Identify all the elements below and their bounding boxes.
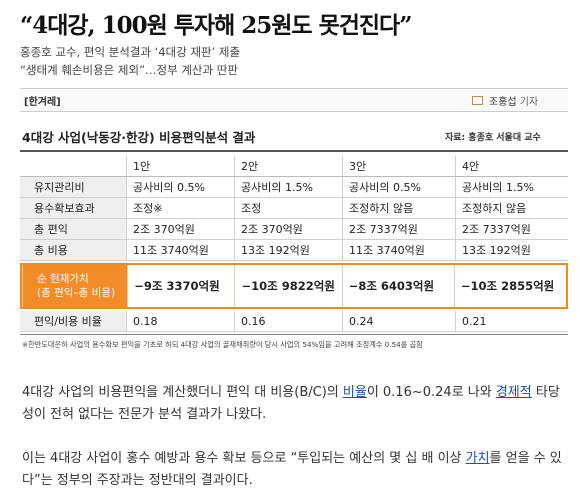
table-cell: 조정※ bbox=[126, 198, 234, 218]
row-label-line: (총 편익–총 비용) bbox=[37, 287, 116, 299]
table-cell: 공사비의 1.5% bbox=[455, 177, 568, 197]
table-bottom-rule bbox=[20, 334, 568, 335]
table-cell: 2조 7337억원 bbox=[342, 219, 455, 239]
body-paragraph-2: 이는 4대강 사업이 홍수 예방과 용수 확보 등으로 “투입되는 예산의 몇 … bbox=[22, 448, 567, 492]
table-title: 4대강 사업(낙동강·한강) 비용편익분석 결과 bbox=[22, 130, 256, 145]
keyword-link[interactable]: 비율 bbox=[342, 385, 367, 400]
body-paragraph-1: 4대강 사업의 비용편익을 계산했더니 편익 대 비용(B/C)의 비율이 0.… bbox=[22, 382, 567, 426]
table-row: 총 편익 2조 370억원 2조 370억원 2조 7337억원 2조 7337… bbox=[20, 219, 568, 240]
text-run: 타당성이 전혀 없다는 전문가 분석 결과가 나왔다. bbox=[22, 385, 560, 422]
table-cell: 0.18 bbox=[126, 311, 234, 331]
table-cell: 2조 370억원 bbox=[126, 219, 234, 239]
table-cell: −9조 3370억원 bbox=[127, 265, 234, 307]
table-cell: 0.16 bbox=[234, 311, 342, 331]
outlet-label: [한겨레] bbox=[24, 97, 61, 108]
table-cell: 2조 370억원 bbox=[234, 219, 342, 239]
row-label: 총 편익 bbox=[20, 219, 126, 239]
header-cell bbox=[20, 156, 126, 176]
table-cell: 공사비의 0.5% bbox=[126, 177, 234, 197]
table-cell: 13조 192억원 bbox=[234, 240, 342, 260]
table-cell: 공사비의 1.5% bbox=[234, 177, 342, 197]
table-cell: 조정하지 않음 bbox=[455, 198, 568, 218]
table-header-row: 1안 2안 3안 4안 bbox=[20, 156, 568, 177]
row-label: 순 현재가치 (총 편익–총 비용) bbox=[22, 265, 128, 307]
keyword-link[interactable]: 경제적 bbox=[495, 385, 532, 400]
text-run: 4대강 사업의 비용편익을 계산했더니 편익 대 비용(B/C)의 bbox=[22, 385, 343, 400]
row-label-line: 순 현재가치 bbox=[37, 273, 89, 285]
table-footnote: ※한반도대운하 사업의 용수확보 편익을 기초로 하되 4대강 사업의 골재채취… bbox=[22, 340, 423, 349]
subhead-1: 홍종호 교수, 편익 분석결과 ‘4대강 재판’ 제출 bbox=[20, 45, 241, 59]
header-cell: 4안 bbox=[455, 156, 568, 176]
row-label: 총 비용 bbox=[20, 240, 126, 260]
header-cell: 3안 bbox=[342, 156, 455, 176]
table-row: 편익/비용 비율 0.18 0.16 0.24 0.21 bbox=[20, 311, 568, 332]
subhead-2: “생태계 훼손비용은 제외”…정부 계산과 딴판 bbox=[20, 63, 238, 77]
table-cell: 0.24 bbox=[342, 311, 455, 331]
table-row: 총 비용 11조 3740억원 13조 192억원 11조 3740억원 13조… bbox=[20, 240, 568, 261]
table-cell: −8조 6403억원 bbox=[341, 265, 454, 307]
table-title-rule bbox=[20, 150, 568, 152]
row-label: 편익/비용 비율 bbox=[20, 311, 126, 331]
reporter-name-text[interactable]: 조홍섭 bbox=[489, 97, 517, 108]
table-cell: −10조 9822억원 bbox=[234, 265, 341, 307]
text-run: 를 얻을 수 있다”는 정부의 주장과는 정반대의 결과이다. bbox=[22, 451, 562, 488]
headline: “4대강, 100원 투자해 25원도 못건진다” bbox=[20, 12, 412, 39]
text-run: 이 0.16~0.24로 나와 bbox=[366, 385, 496, 400]
keyword-link[interactable]: 가치 bbox=[465, 451, 490, 466]
row-label: 유지관리비 bbox=[20, 177, 126, 197]
net-present-value-row: 순 현재가치 (총 편익–총 비용) −9조 3370억원 −10조 9822억… bbox=[20, 263, 568, 309]
table-cell: 11조 3740억원 bbox=[126, 240, 234, 260]
row-label: 용수확보효과 bbox=[20, 198, 126, 218]
table-cell: 조정 bbox=[234, 198, 342, 218]
table-row: 유지관리비 공사비의 0.5% 공사비의 1.5% 공사비의 0.5% 공사비의… bbox=[20, 177, 568, 198]
header-cell: 1안 bbox=[126, 156, 234, 176]
text-run: 이는 4대강 사업이 홍수 예방과 용수 확보 등으로 “투입되는 예산의 몇 … bbox=[22, 451, 466, 466]
table-cell: −10조 2855억원 bbox=[453, 265, 566, 307]
table-cell: 13조 192억원 bbox=[455, 240, 568, 260]
table-cell: 0.21 bbox=[455, 311, 568, 331]
table-cell: 공사비의 0.5% bbox=[342, 177, 455, 197]
byline-bar: [한겨레] 조홍섭 기자 bbox=[20, 88, 568, 112]
table-cell: 조정하지 않음 bbox=[342, 198, 455, 218]
cost-benefit-table: 1안 2안 3안 4안 유지관리비 공사비의 0.5% 공사비의 1.5% 공사… bbox=[20, 156, 568, 332]
table-row: 용수확보효과 조정※ 조정 조정하지 않음 조정하지 않음 bbox=[20, 198, 568, 219]
reporter-role: 기자 bbox=[519, 97, 539, 108]
table-source: 자료: 홍종호 서울대 교수 bbox=[445, 133, 541, 143]
reporter-name[interactable]: 조홍섭 기자 bbox=[489, 93, 538, 108]
mail-icon[interactable] bbox=[472, 96, 483, 105]
table-cell: 11조 3740억원 bbox=[342, 240, 455, 260]
table-cell: 2조 7337억원 bbox=[455, 219, 568, 239]
header-cell: 2안 bbox=[234, 156, 342, 176]
